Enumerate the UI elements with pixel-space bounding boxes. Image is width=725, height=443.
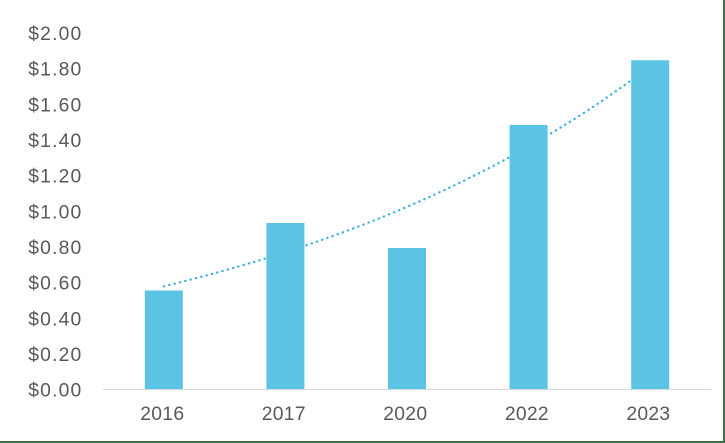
svg-text:$1.80: $1.80 [28, 60, 82, 81]
svg-text:$0.40: $0.40 [28, 309, 82, 330]
svg-text:$0.60: $0.60 [28, 274, 82, 295]
svg-text:$1.00: $1.00 [28, 202, 82, 223]
svg-text:$0.80: $0.80 [28, 238, 82, 259]
svg-text:$1.60: $1.60 [28, 95, 82, 116]
svg-text:$2.00: $2.00 [28, 24, 82, 45]
svg-text:$0.20: $0.20 [28, 345, 82, 366]
svg-text:$0.00: $0.00 [28, 381, 82, 402]
svg-text:2020: 2020 [383, 404, 427, 425]
svg-text:2023: 2023 [626, 404, 670, 425]
svg-text:$1.40: $1.40 [28, 131, 82, 152]
svg-text:2022: 2022 [505, 404, 549, 425]
svg-text:2016: 2016 [140, 404, 184, 425]
svg-text:2017: 2017 [262, 404, 306, 425]
svg-text:$1.20: $1.20 [28, 167, 82, 188]
